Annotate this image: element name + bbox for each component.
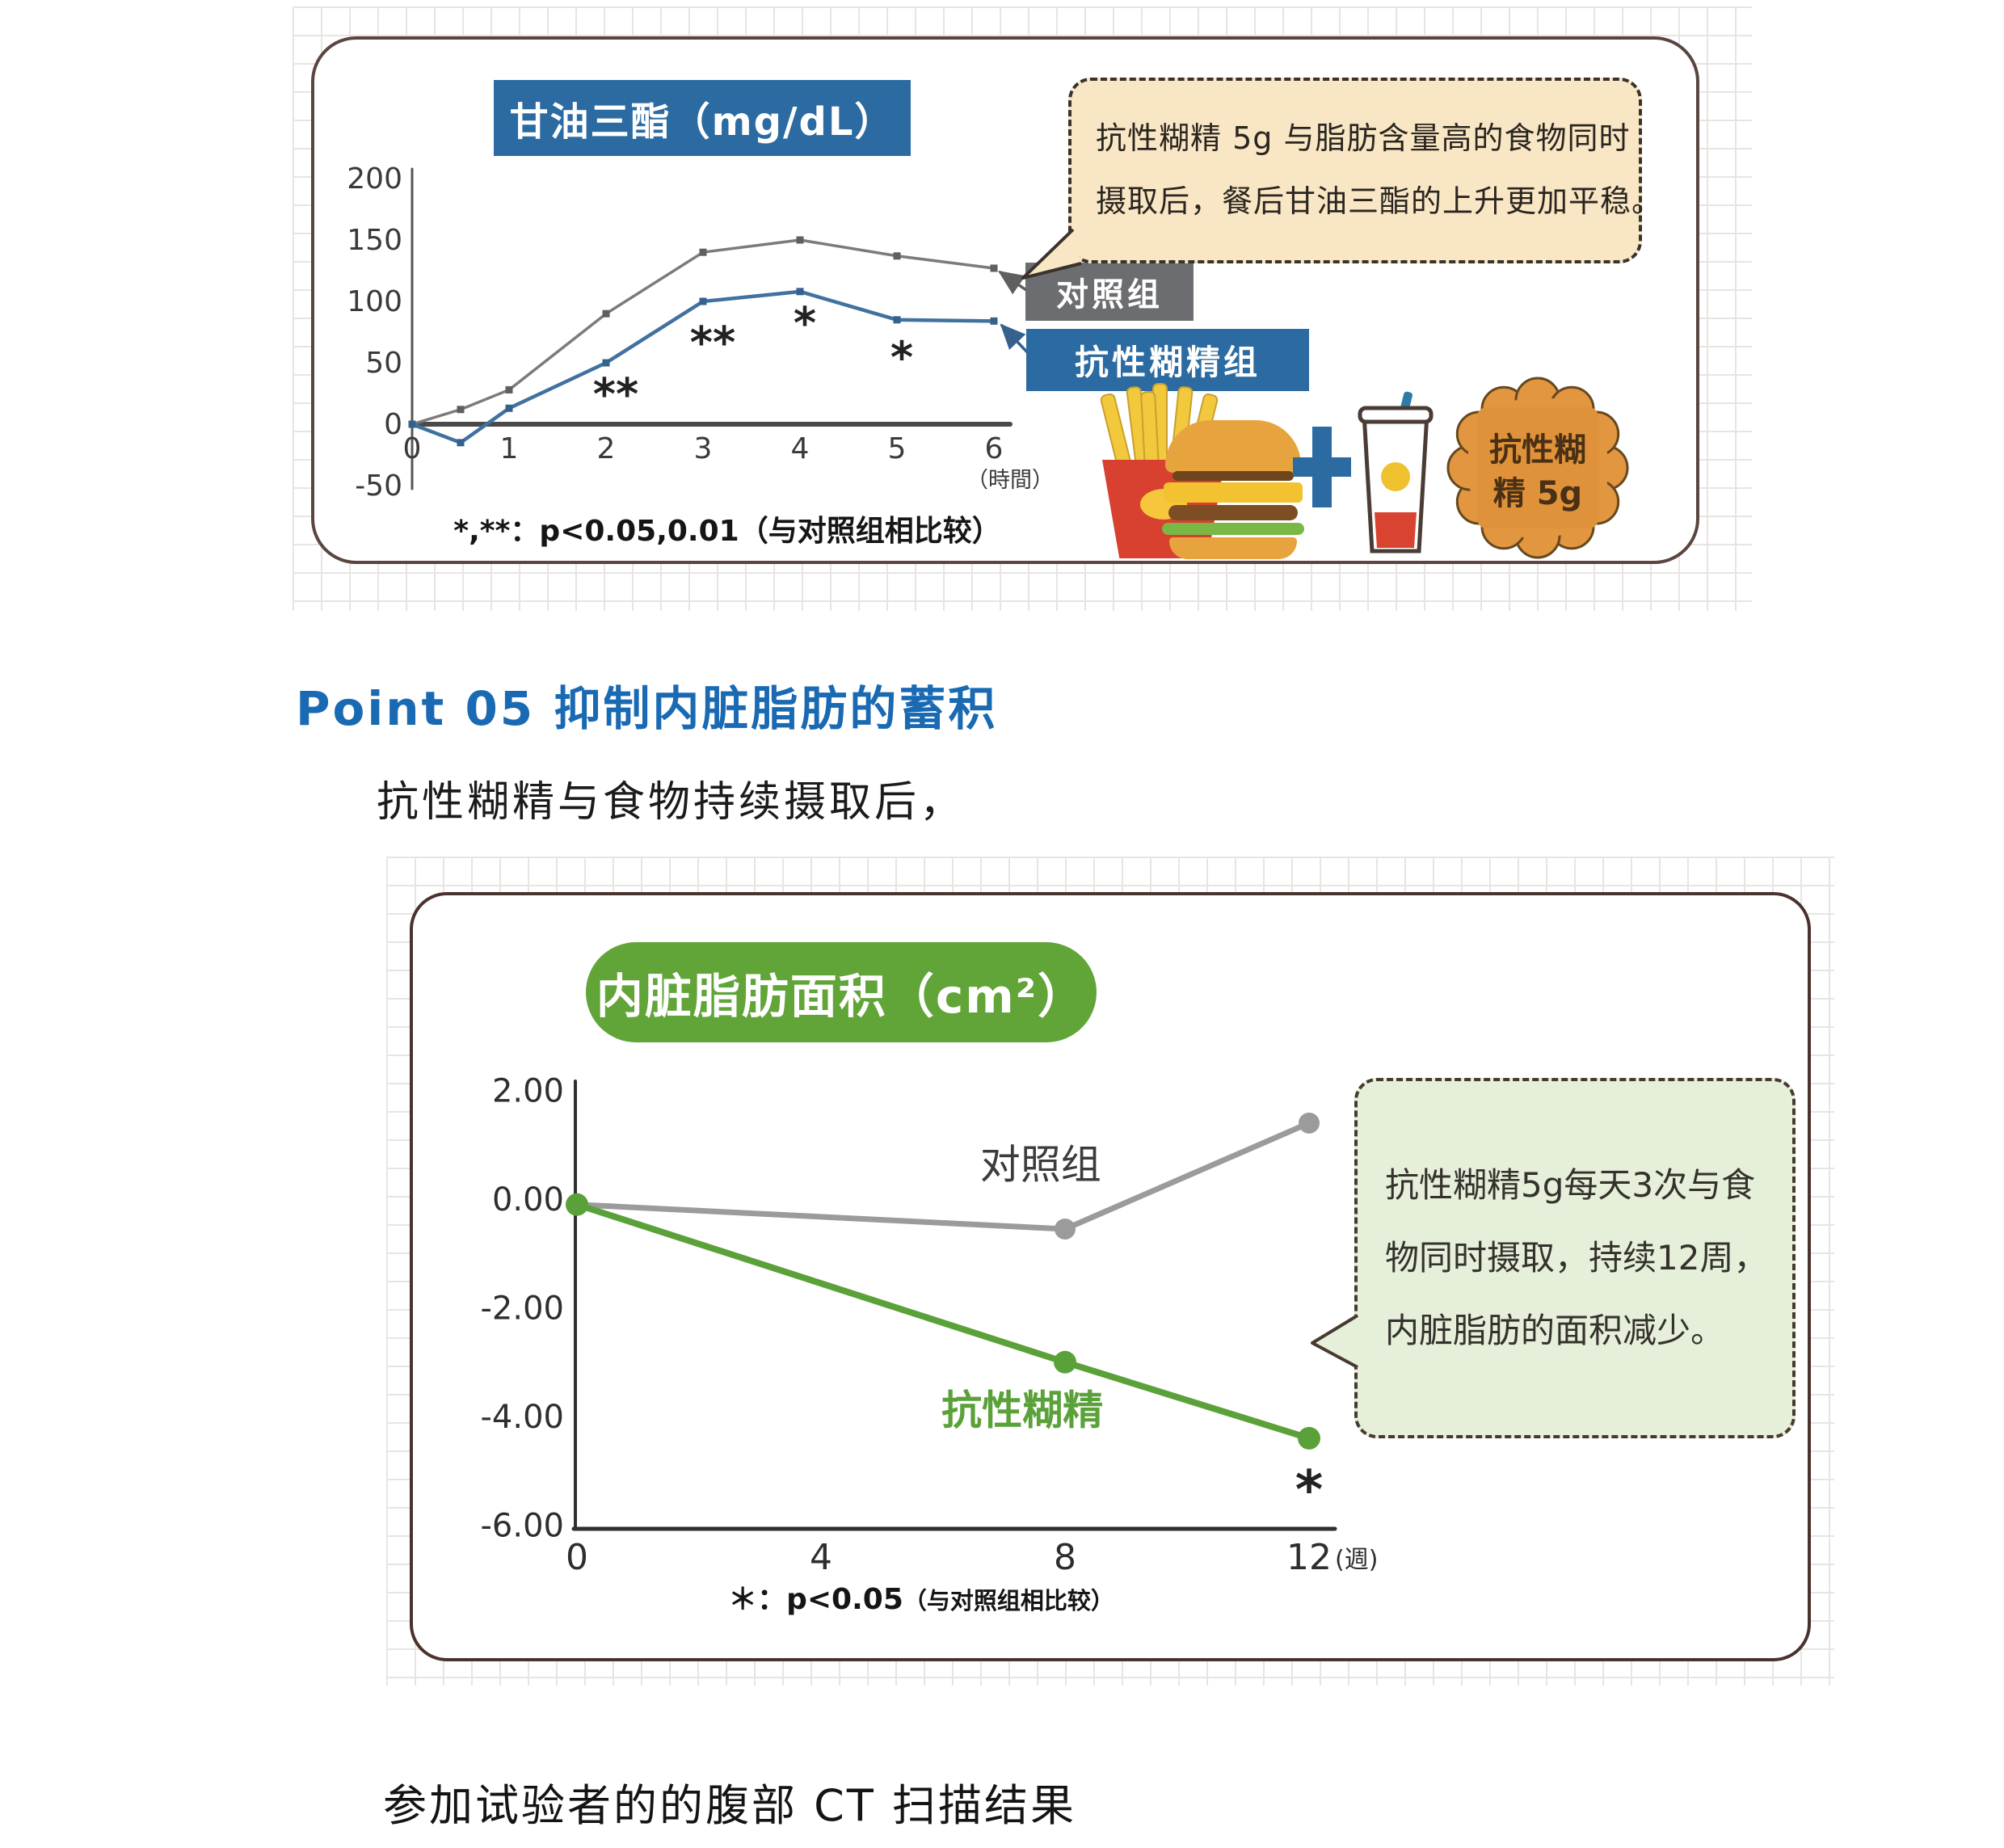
plus-icon: [1293, 427, 1351, 507]
data-point: [505, 404, 513, 412]
data-point: [699, 297, 707, 305]
visceral-fat-title: 内脏脂肪面积（cm²）: [586, 942, 1097, 1042]
x-axis-unit: (週): [1335, 1546, 1378, 1574]
x-tick-label: 4: [810, 1537, 832, 1578]
data-point: [1055, 1218, 1076, 1240]
triglyceride-footnote: *,**：p<0.05,0.01（与对照组相比较）: [453, 515, 1001, 548]
triglyceride-title-label: 甘油三酯（mg/dL）: [509, 99, 895, 145]
legend-dextrin-label: 抗性糊精组: [1074, 343, 1261, 382]
data-point: [602, 309, 610, 318]
triglyceride-callout-bubble: 抗性糊精 5g 与脂肪含量高的食物同时 摄取后，餐后甘油三酯的上升更加平稳。: [1068, 78, 1664, 263]
data-point: [1298, 1426, 1320, 1450]
bottom-caption: 参加试验者的的腹部 CT 扫描结果: [383, 1780, 1077, 1831]
legend-control-label: 对照组: [1056, 276, 1163, 314]
x-tick-label: 2: [597, 432, 616, 465]
significance-marker: **: [690, 318, 735, 368]
y-tick-label: 0.00: [492, 1181, 564, 1219]
x-tick-label: 8: [1054, 1537, 1076, 1578]
visceral-fat-footnote: ＊：p<0.05（与对照组相比较）: [728, 1583, 1114, 1616]
chart-annotation: 抗性糊精: [941, 1387, 1103, 1433]
y-tick-label: 200: [347, 162, 402, 196]
significance-marker: *: [890, 332, 913, 383]
callout-line: 抗性糊精5g每天3次与食: [1385, 1164, 1756, 1205]
data-point: [990, 264, 998, 272]
data-point: [457, 406, 465, 414]
visceral-fat-title-label: 内脏脂肪面积（cm²）: [596, 969, 1087, 1024]
data-point: [457, 439, 465, 447]
series-line-抗性糊精组: [410, 289, 996, 445]
data-point: [796, 288, 804, 296]
y-tick-label: -50: [355, 469, 402, 503]
callout-line: 物同时摄取，持续12周，: [1385, 1237, 1768, 1278]
page-heading: Point 05 抑制内脏脂肪的蓄积: [296, 681, 998, 736]
x-tick-label: 12: [1286, 1537, 1332, 1578]
data-point: [893, 252, 901, 260]
bubble-tail: [1311, 1314, 1359, 1369]
y-tick-label: 150: [347, 224, 402, 257]
dextrin-badge-line: 抗性糊: [1489, 431, 1586, 469]
callout-line: 摄取后，餐后甘油三酯的上升更加平稳。: [1096, 183, 1664, 219]
intro-paragraph: 抗性糊精与食物持续摄取后，: [377, 778, 966, 827]
data-point: [796, 236, 804, 244]
x-tick-label: 5: [888, 432, 907, 465]
visceral-fat-callout-bubble: 抗性糊精5g每天3次与食 物同时摄取，持续12周， 内脏脂肪的面积减少。: [1354, 1078, 1796, 1438]
dextrin-badge-line: 精 5g: [1493, 475, 1582, 512]
x-tick-label: 3: [694, 432, 713, 465]
x-tick-label: 6: [985, 432, 1004, 465]
bubble-tail: [1021, 228, 1082, 280]
data-point: [1054, 1350, 1076, 1374]
x-tick-label: 1: [500, 432, 519, 465]
x-tick-label: 4: [791, 432, 810, 465]
drink-icon: [1358, 391, 1434, 554]
chart-annotation: 对照组: [980, 1141, 1101, 1188]
series-line-对照组: [574, 1120, 1312, 1232]
triglyceride-title: 甘油三酯（mg/dL）: [494, 80, 911, 156]
burger-icon: [1162, 420, 1304, 559]
y-tick-label: -4.00: [481, 1399, 565, 1436]
y-tick-label: 0: [384, 408, 402, 441]
series-line-对照组: [410, 238, 996, 426]
data-point: [893, 316, 901, 324]
data-point: [1299, 1112, 1320, 1134]
data-point: [602, 359, 610, 367]
significance-marker: *: [794, 297, 816, 348]
y-tick-label: 50: [365, 347, 402, 380]
x-tick-label: 0: [403, 432, 422, 465]
legend-control-group: 对照组: [1025, 263, 1194, 321]
data-point: [566, 1193, 588, 1216]
callout-line: 抗性糊精 5g 与脂肪含量高的食物同时: [1096, 120, 1631, 157]
data-point: [990, 317, 998, 325]
data-point: [408, 420, 416, 428]
y-tick-label: -2.00: [481, 1290, 565, 1328]
y-tick-label: 2.00: [492, 1073, 564, 1110]
data-point: [505, 385, 513, 394]
y-tick-label: 100: [347, 285, 402, 318]
chart-annotation: *: [1295, 1459, 1324, 1522]
x-axis-unit: （時間）: [966, 468, 1054, 493]
x-tick-label: 0: [566, 1537, 588, 1578]
y-tick-label: -6.00: [481, 1508, 565, 1545]
legend-dextrin-group: 抗性糊精组: [1026, 329, 1309, 391]
dextrin-badge: 抗性糊 精 5g: [1446, 377, 1629, 559]
data-point: [699, 248, 707, 256]
callout-line: 内脏脂肪的面积减少。: [1385, 1311, 1725, 1351]
significance-marker: **: [593, 369, 638, 420]
